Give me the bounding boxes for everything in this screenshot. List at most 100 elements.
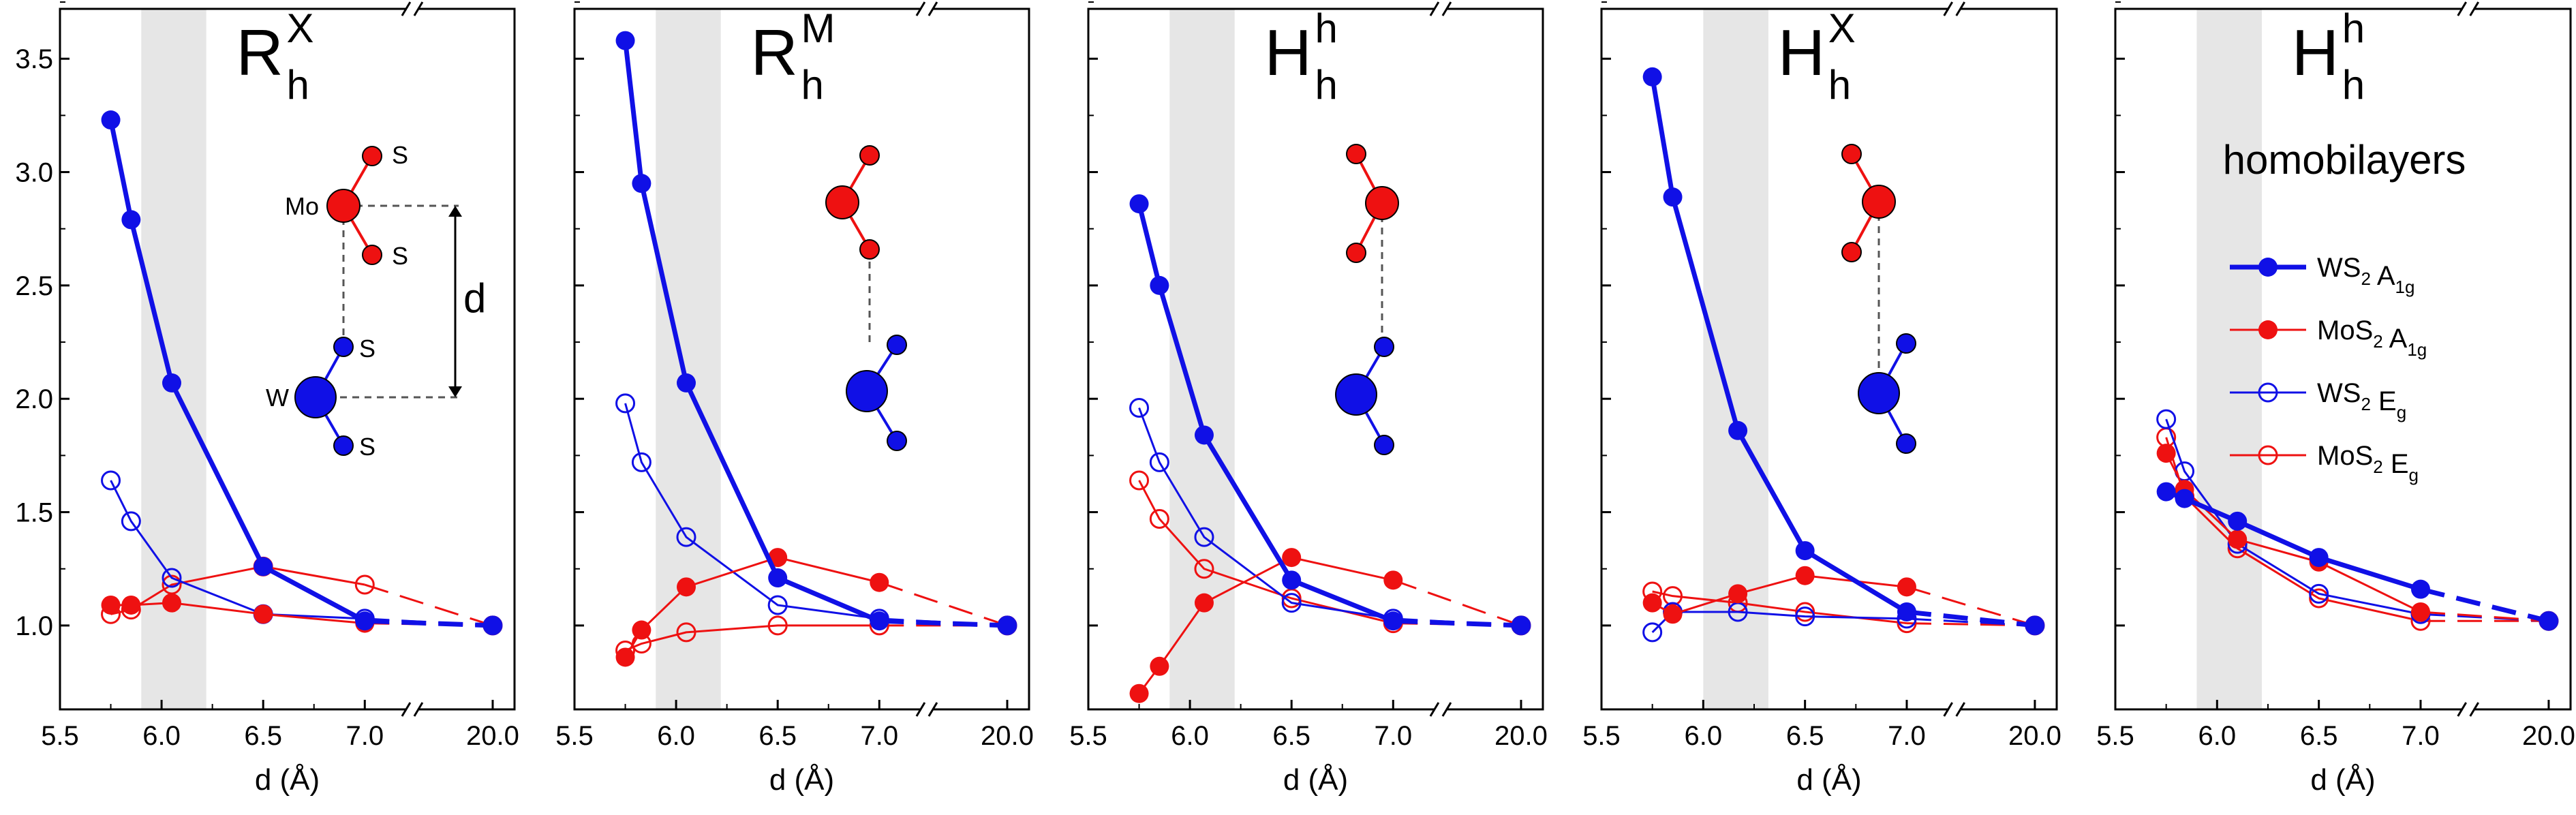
series-line [1138, 480, 1394, 625]
data-point [1194, 527, 1214, 547]
legend-label: MoS2 A1g [2317, 316, 2427, 360]
molybdenum-atom [825, 185, 859, 219]
axis-break-mark [413, 702, 424, 717]
series-line-break [1392, 579, 1522, 627]
data-point [1149, 509, 1169, 529]
shaded-band [2196, 9, 2263, 709]
data-point [355, 611, 375, 631]
data-point [1194, 593, 1214, 613]
legend-label-part: MoS [2317, 441, 2373, 471]
atom-label-w: W [266, 384, 289, 412]
data-point [676, 527, 696, 547]
y-tick-label: 2.0 [15, 384, 53, 414]
axis-break-mark [1441, 1, 1452, 16]
panel-title-subscript: h [1828, 62, 1851, 108]
data-point [1129, 194, 1149, 214]
x-axis-label: d (Å) [2310, 763, 2375, 797]
axis-break-mark [1429, 702, 1440, 717]
data-point [997, 615, 1017, 635]
data-point [1511, 615, 1531, 635]
data-point [2539, 611, 2558, 631]
data-point [2309, 548, 2329, 568]
panel-title-subscript: h [801, 62, 823, 108]
sulfur-atom [1374, 435, 1394, 455]
panel-title-superscript: X [286, 5, 313, 51]
x-axis-label: d (Å) [1796, 763, 1861, 797]
legend-label-part: E [2383, 449, 2409, 479]
data-point [615, 393, 636, 414]
plot-frame [573, 7, 1030, 711]
data-point [2410, 602, 2430, 621]
plot-frame [59, 7, 516, 711]
data-point [1150, 275, 1169, 295]
y-tick-label: 1.5 [15, 498, 53, 528]
data-point [162, 568, 182, 588]
x-tick-label: 6.5 [758, 721, 797, 751]
data-point [1149, 452, 1169, 472]
x-tick-label: 20.0 [2008, 721, 2061, 751]
series-line-break [1906, 609, 2036, 628]
data-point [632, 174, 651, 194]
axis-break-gap [2462, 6, 2474, 12]
legend-label-part: A [2371, 261, 2395, 291]
x-tick-label: 6.0 [1171, 721, 1209, 751]
panel-title-main: H [1778, 16, 1825, 89]
legend-label-part: 1g [2395, 277, 2415, 297]
panel-1: 1.0 1.5 2.0 2.5 3.0 3.5 5.5 6.0 6.5 7.0 20.0 d (Å) R… [15, 1, 519, 797]
legend-marker [2258, 258, 2278, 277]
sulfur-atom [1841, 144, 1862, 164]
plot-frame [2114, 7, 2572, 711]
x-tick-label: 20.0 [2522, 721, 2575, 751]
data-point [121, 595, 141, 615]
shaded-band [656, 9, 721, 709]
series-line-break [1906, 622, 2035, 627]
x-tick-label: 6.0 [1685, 721, 1723, 751]
series-line [110, 480, 365, 620]
legend-label-part: E [2371, 386, 2397, 416]
legend-label-part: 2 [2373, 331, 2382, 352]
data-point [1795, 541, 1815, 561]
data-point [1728, 584, 1748, 604]
legend-label-part: g [2409, 465, 2419, 485]
sulfur-atom [333, 337, 354, 357]
structure-schematic-rm [825, 145, 907, 451]
atom-label-s: S [392, 242, 408, 270]
atom-label-s: S [359, 433, 375, 461]
data-point [1728, 420, 1748, 440]
panel-title-subscript: h [286, 62, 309, 108]
data-point [1194, 559, 1214, 579]
molybdenum-atom [1365, 186, 1399, 220]
atom-label-s: S [392, 141, 408, 169]
data-point [254, 604, 273, 624]
axis-break-mark [2457, 1, 2467, 16]
axis-break-mark [401, 1, 412, 16]
atom-label-s: S [359, 335, 375, 363]
panel-title-subscript: h [1315, 62, 1337, 108]
x-tick-label: 7.0 [860, 721, 898, 751]
panel-3: 5.5 6.0 6.5 7.0 20.0 d (Å) H hh [1069, 1, 1548, 797]
axis-break-mark [413, 1, 424, 16]
data-point [162, 373, 182, 393]
panel-2: 5.5 6.0 6.5 7.0 20.0 d (Å) R hM [555, 1, 1034, 797]
series-line-break [1906, 617, 2036, 627]
arrow-head [448, 386, 462, 397]
x-tick-label: 6.5 [1786, 721, 1824, 751]
series-line-break [1393, 618, 1522, 628]
panel-title-main: H [1264, 16, 1311, 89]
data-point [254, 557, 273, 576]
data-point [870, 572, 889, 592]
series-line [1651, 611, 1907, 633]
series-line-break [1906, 585, 2036, 627]
x-tick-label: 20.0 [1494, 721, 1548, 751]
series-line-break [364, 583, 493, 627]
data-point [162, 593, 182, 613]
legend-marker [2258, 445, 2278, 465]
x-tick-label: 6.5 [244, 721, 282, 751]
data-point [1383, 611, 1403, 631]
series-line-break [365, 618, 493, 628]
data-point [2228, 529, 2248, 549]
sulfur-atom [1841, 242, 1862, 262]
data-point [1663, 604, 1683, 624]
